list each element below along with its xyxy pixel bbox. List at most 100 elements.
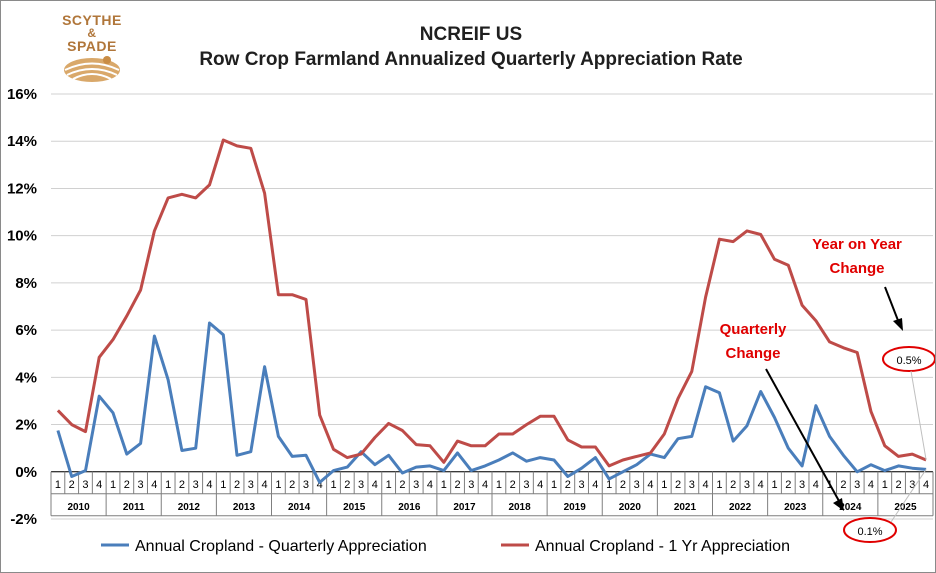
quarter-label: 3 xyxy=(689,479,695,491)
year-label: 2020 xyxy=(619,502,642,513)
quarter-label: 1 xyxy=(441,479,447,491)
quarter-label: 3 xyxy=(799,479,805,491)
year-label: 2019 xyxy=(564,502,587,513)
quarter-label: 4 xyxy=(482,479,488,491)
quarter-label: 4 xyxy=(262,479,268,491)
year-label: 2011 xyxy=(123,502,145,513)
year-label: 2014 xyxy=(288,502,311,513)
quarter-label: 2 xyxy=(840,479,846,491)
quarter-label: 1 xyxy=(882,479,888,491)
quarter-label: 2 xyxy=(785,479,791,491)
quarter-label: 3 xyxy=(744,479,750,491)
quarter-label: 1 xyxy=(165,479,171,491)
y-tick-label: 12% xyxy=(7,180,37,197)
quarter-label: 4 xyxy=(923,479,929,491)
quarter-label: 2 xyxy=(895,479,901,491)
quarter-label: 4 xyxy=(758,479,764,491)
quarter-label: 2 xyxy=(510,479,516,491)
quarter-label: 2 xyxy=(179,479,185,491)
quarter-label: 3 xyxy=(82,479,88,491)
yoy-callout-circle xyxy=(882,346,935,372)
y-tick-label: 14% xyxy=(7,133,37,150)
quarter-label: 4 xyxy=(592,479,598,491)
quarter-label: 3 xyxy=(138,479,144,491)
chart-title: NCREIF US xyxy=(419,24,523,45)
logo-text-2: & xyxy=(87,26,97,40)
y-tick-label: 6% xyxy=(15,322,37,339)
y-tick-label: 10% xyxy=(7,228,37,245)
quarter-label: 3 xyxy=(193,479,199,491)
quarter-label: 2 xyxy=(124,479,130,491)
y-tick-label: 2% xyxy=(15,417,37,434)
quarterly-annotation-line1: Quarterly xyxy=(720,321,787,338)
year-label: 2016 xyxy=(398,502,421,513)
quarter-label: 4 xyxy=(868,479,874,491)
quarter-label: 4 xyxy=(427,479,433,491)
quarter-label: 4 xyxy=(703,479,709,491)
yoy-arrowhead xyxy=(893,318,903,331)
quarter-label: 2 xyxy=(620,479,626,491)
quarter-label: 4 xyxy=(647,479,653,491)
quarterly-annotation-line2: Change xyxy=(725,345,780,362)
quarterly-arrowhead xyxy=(833,498,844,511)
quarter-label: 1 xyxy=(275,479,281,491)
year-label: 2024 xyxy=(839,502,862,513)
yoy-annotation-line1: Year on Year xyxy=(812,236,902,253)
brand-logo: SCYTHE & SPADE xyxy=(53,13,131,87)
quarter-label: 2 xyxy=(730,479,736,491)
quarter-label: 1 xyxy=(110,479,116,491)
logo-text-3: SPADE xyxy=(67,38,117,54)
chart-title-block: NCREIF US Row Crop Farmland Annualized Q… xyxy=(151,23,791,73)
quarter-label: 2 xyxy=(289,479,295,491)
quarter-label: 3 xyxy=(248,479,254,491)
y-tick-label: 0% xyxy=(15,464,37,481)
quarterly-arrow xyxy=(765,368,840,502)
year-label: 2021 xyxy=(674,502,697,513)
quarter-label: 1 xyxy=(716,479,722,491)
quarter-label: 2 xyxy=(565,479,571,491)
quarter-label: 1 xyxy=(386,479,392,491)
quarter-label: 3 xyxy=(413,479,419,491)
quarter-label: 2 xyxy=(234,479,240,491)
quarter-label: 3 xyxy=(579,479,585,491)
quarter-label: 4 xyxy=(151,479,157,491)
quarter-label: 1 xyxy=(771,479,777,491)
quarterly-callout-circle xyxy=(843,517,897,543)
quarter-label: 4 xyxy=(206,479,212,491)
farm-field-icon xyxy=(64,56,120,82)
series-line-yoy xyxy=(56,138,927,468)
year-label: 2017 xyxy=(453,502,476,513)
year-label: 2018 xyxy=(508,502,531,513)
year-label: 2022 xyxy=(729,502,752,513)
quarter-label: 1 xyxy=(661,479,667,491)
legend-label: Annual Cropland - Quarterly Appreciation xyxy=(135,538,427,555)
quarterly-leader-line xyxy=(890,469,927,523)
yoy-arrow xyxy=(884,286,900,324)
year-label: 2023 xyxy=(784,502,807,513)
quarter-label: 4 xyxy=(96,479,102,491)
year-label: 2025 xyxy=(894,502,917,513)
quarter-label: 3 xyxy=(358,479,364,491)
year-label: 2013 xyxy=(233,502,256,513)
y-tick-label: 4% xyxy=(15,369,37,386)
yoy-annotation-line2: Change xyxy=(829,260,884,277)
quarter-label: 2 xyxy=(399,479,405,491)
quarter-label: 4 xyxy=(372,479,378,491)
quarterly-callout-value: 0.1% xyxy=(857,526,882,538)
logo-text-1: SCYTHE xyxy=(62,12,122,28)
quarter-label: 1 xyxy=(55,479,61,491)
legend-label: Annual Cropland - 1 Yr Appreciation xyxy=(535,538,790,555)
quarter-label: 3 xyxy=(854,479,860,491)
y-tick-label: 8% xyxy=(15,275,37,292)
series-line-quarterly xyxy=(56,321,927,484)
quarter-label: 4 xyxy=(537,479,543,491)
quarter-label: 4 xyxy=(317,479,323,491)
yoy-leader-line xyxy=(910,370,927,461)
yoy-callout-value: 0.5% xyxy=(896,355,921,367)
quarter-label: 1 xyxy=(551,479,557,491)
year-label: 2015 xyxy=(343,502,366,513)
quarter-label: 1 xyxy=(330,479,336,491)
quarter-label: 4 xyxy=(813,479,819,491)
